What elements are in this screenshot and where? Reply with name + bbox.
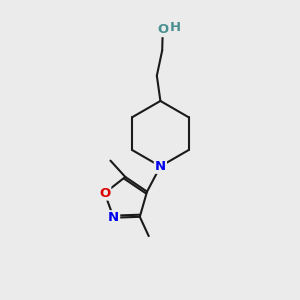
Text: H: H <box>170 21 181 34</box>
Text: O: O <box>99 187 110 200</box>
Text: N: N <box>108 211 119 224</box>
Text: O: O <box>157 23 168 36</box>
Text: N: N <box>155 160 166 173</box>
